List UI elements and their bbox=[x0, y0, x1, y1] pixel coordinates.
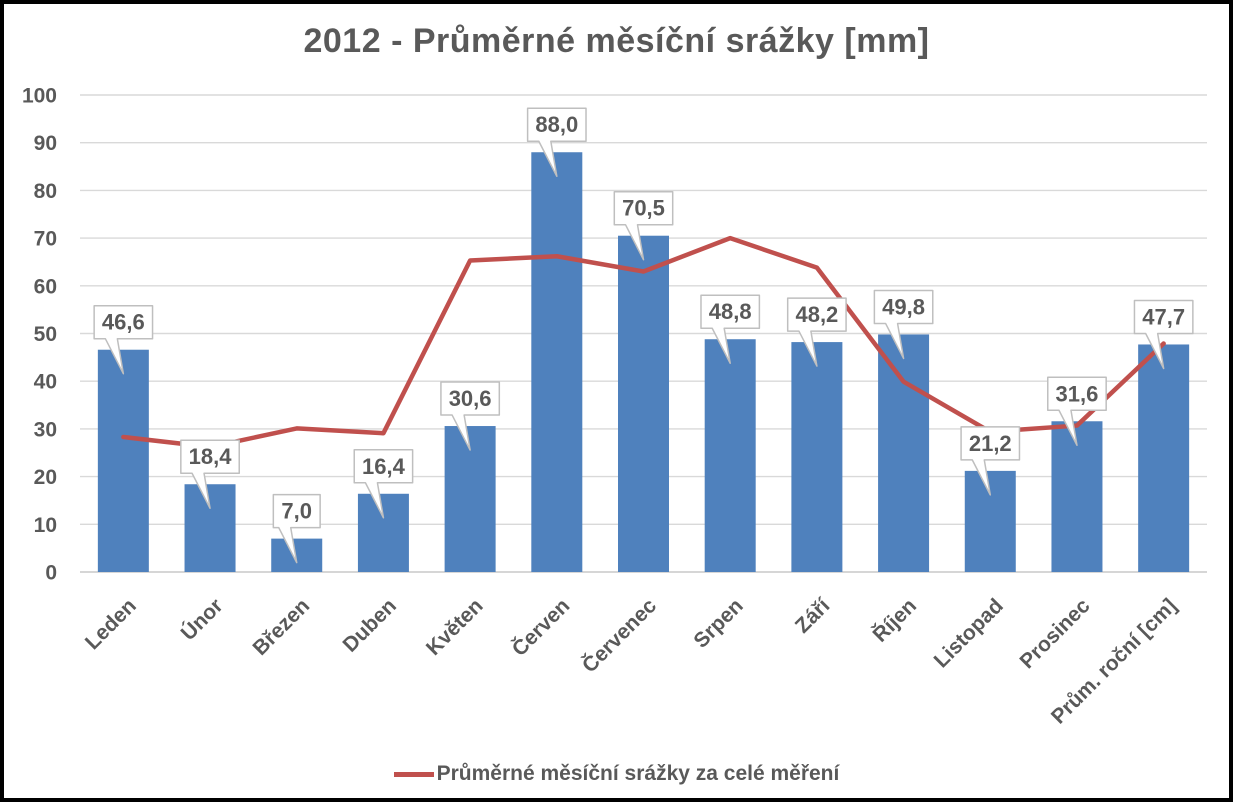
x-axis-category-label: Červenec bbox=[577, 593, 661, 677]
y-axis-tick-label: 70 bbox=[34, 228, 57, 251]
y-axis-tick-label: 80 bbox=[34, 180, 57, 203]
x-axis-category-label: Březen bbox=[248, 594, 314, 660]
data-label-callout bbox=[873, 289, 934, 360]
data-label-callout bbox=[786, 297, 847, 367]
data-label-callout bbox=[440, 381, 501, 451]
x-axis-category-label: Únor bbox=[176, 594, 228, 646]
data-label-callout bbox=[700, 294, 761, 364]
legend-series-label: Průměrné měsíční srážky za celé měření bbox=[436, 762, 840, 785]
bar bbox=[357, 493, 409, 572]
bar bbox=[1051, 421, 1103, 572]
data-label-value: 48,8 bbox=[709, 299, 752, 324]
data-label-callout bbox=[93, 304, 154, 375]
data-label-value: 18,4 bbox=[189, 444, 233, 469]
bar bbox=[704, 339, 756, 572]
y-axis-tick-label: 60 bbox=[34, 275, 57, 298]
x-axis-category-label: Září bbox=[791, 593, 835, 637]
x-axis-category-label: Listopad bbox=[930, 594, 1008, 672]
data-label-callout bbox=[960, 426, 1021, 496]
bar bbox=[271, 538, 323, 572]
y-axis-tick-label: 20 bbox=[34, 466, 57, 489]
x-axis-category-label: Duben bbox=[339, 594, 401, 656]
legend-line-marker bbox=[393, 771, 434, 777]
x-axis-category-label: Srpen bbox=[689, 594, 747, 652]
y-axis-tick-label: 50 bbox=[34, 323, 57, 346]
data-label-value: 30,6 bbox=[449, 386, 492, 411]
bar bbox=[184, 484, 236, 572]
data-label-value: 47,7 bbox=[1142, 304, 1185, 329]
bar bbox=[618, 235, 669, 572]
data-label-callout bbox=[353, 449, 414, 519]
data-label-callout bbox=[180, 439, 240, 509]
bar bbox=[97, 349, 149, 572]
bar bbox=[531, 152, 583, 573]
data-label-value: 70,5 bbox=[622, 196, 665, 221]
legend: Průměrné měsíční srážky za celé měření bbox=[0, 762, 1233, 786]
y-axis-tick-label: 10 bbox=[34, 514, 57, 537]
y-axis-tick-label: 90 bbox=[34, 132, 57, 155]
chart-title: 2012 - Průměrné měsíční srážky [mm] bbox=[303, 22, 930, 60]
y-axis-tick-label: 0 bbox=[45, 562, 57, 585]
data-label-value: 21,2 bbox=[969, 431, 1012, 456]
data-label-callout bbox=[1047, 376, 1107, 447]
data-label-callout bbox=[613, 190, 674, 261]
bar bbox=[791, 342, 843, 572]
data-label-value: 7,0 bbox=[281, 499, 312, 524]
x-axis-category-label: Červen bbox=[507, 594, 574, 661]
data-label-value: 88,0 bbox=[535, 112, 578, 137]
x-axis-category-label: Říjen bbox=[868, 594, 921, 647]
data-label-value: 46,6 bbox=[102, 310, 145, 335]
bar bbox=[878, 334, 930, 572]
data-label-value: 31,6 bbox=[1056, 381, 1099, 406]
x-axis-category-label: Květen bbox=[422, 594, 488, 660]
data-label-value: 16,4 bbox=[362, 454, 406, 479]
y-axis-tick-label: 30 bbox=[34, 418, 57, 441]
data-label-callout bbox=[526, 107, 587, 177]
bar bbox=[964, 470, 1016, 572]
x-axis-category-label: Leden bbox=[81, 594, 141, 654]
data-label-value: 48,2 bbox=[795, 302, 838, 327]
y-axis-tick-label: 40 bbox=[34, 371, 57, 394]
x-axis-category-label: Prosinec bbox=[1016, 594, 1095, 673]
y-axis-tick-label: 100 bbox=[22, 85, 57, 108]
data-label-value: 49,8 bbox=[882, 294, 925, 319]
bar bbox=[1138, 344, 1190, 572]
data-label-callout bbox=[1133, 299, 1194, 370]
data-label-callout bbox=[272, 493, 321, 564]
